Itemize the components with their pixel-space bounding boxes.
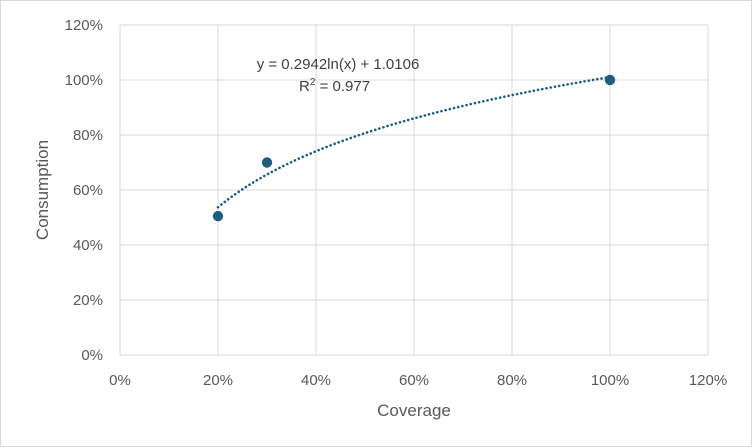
y-tick-label: 120% <box>65 17 103 34</box>
x-tick-label: 80% <box>497 372 527 389</box>
y-tick-label: 0% <box>81 347 103 364</box>
y-tick-label: 60% <box>73 182 103 199</box>
x-tick-label: 120% <box>689 372 727 389</box>
trendline-equation: y = 0.2942ln(x) + 1.0106 <box>257 56 420 73</box>
y-tick-label: 20% <box>73 292 103 309</box>
x-axis-title: Coverage <box>377 401 451 420</box>
y-tick-label: 100% <box>65 72 103 89</box>
y-tick-label: 80% <box>73 127 103 144</box>
y-axis-title: Consumption <box>33 140 52 240</box>
y-tick-label: 40% <box>73 237 103 254</box>
x-tick-label: 40% <box>301 372 331 389</box>
x-tick-label: 20% <box>203 372 233 389</box>
x-tick-label: 100% <box>591 372 629 389</box>
data-points <box>212 74 616 222</box>
x-tick-label: 60% <box>399 372 429 389</box>
x-tick-label: 0% <box>109 372 131 389</box>
data-point <box>604 74 616 86</box>
trendline <box>216 75 612 209</box>
data-point <box>261 157 273 168</box>
x-axis-tick-labels: 0% 20% 40% 60% 80% 100% 120% <box>109 372 727 389</box>
trendline-r-squared: R2 = 0.977 <box>299 77 370 95</box>
y-axis-tick-labels: 0% 20% 40% 60% 80% 100% 120% <box>65 17 103 364</box>
gridlines <box>119 24 709 356</box>
data-point <box>212 210 224 222</box>
